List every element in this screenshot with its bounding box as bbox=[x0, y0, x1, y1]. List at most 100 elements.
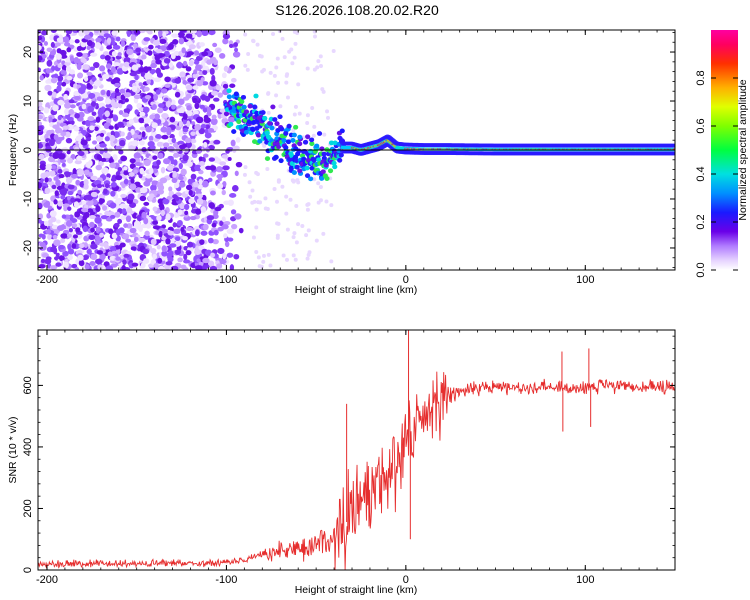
noise-cell bbox=[110, 181, 117, 188]
noise-cell bbox=[171, 137, 177, 143]
noise-cell bbox=[39, 163, 47, 171]
noise-cell bbox=[65, 176, 73, 184]
noise-cell bbox=[190, 173, 197, 180]
track-cell bbox=[316, 157, 322, 163]
noise-cell bbox=[187, 178, 193, 185]
track-cell bbox=[270, 104, 276, 110]
noise-cell bbox=[64, 131, 71, 138]
track-cell bbox=[279, 126, 285, 132]
track-cell bbox=[254, 110, 260, 116]
noise-cell bbox=[111, 174, 117, 182]
noise-cell bbox=[87, 208, 94, 213]
noise-cell bbox=[67, 184, 75, 190]
noise-cell bbox=[282, 55, 287, 60]
noise-cell bbox=[78, 133, 83, 140]
noise-cell bbox=[132, 212, 139, 219]
noise-cell bbox=[193, 69, 198, 75]
noise-cell bbox=[201, 51, 209, 57]
noise-cell bbox=[60, 233, 68, 239]
track-cell bbox=[264, 130, 270, 136]
noise-cell bbox=[56, 225, 65, 231]
noise-cell bbox=[81, 53, 88, 59]
noise-cell bbox=[82, 215, 88, 220]
track-cell bbox=[671, 143, 675, 148]
noise-cell bbox=[329, 203, 334, 208]
track-cell bbox=[273, 154, 279, 160]
noise-cell bbox=[61, 81, 67, 87]
noise-cell bbox=[103, 33, 111, 38]
noise-cell bbox=[105, 103, 113, 108]
noise-cell bbox=[246, 51, 251, 56]
noise-cell bbox=[224, 241, 230, 248]
noise-cell bbox=[157, 198, 165, 205]
track-cell bbox=[309, 141, 315, 147]
snr-ylabel: SNR (10 * v/v) bbox=[7, 416, 19, 483]
noise-cell bbox=[99, 232, 105, 238]
noise-cell bbox=[131, 85, 138, 92]
noise-cell bbox=[176, 62, 183, 69]
noise-cell bbox=[74, 146, 80, 153]
noise-cell bbox=[38, 101, 43, 107]
noise-cell bbox=[276, 178, 281, 183]
colorbar-ticks: 0.0 0.2 0.4 0.6 0.8 bbox=[695, 70, 738, 278]
noise-cell bbox=[206, 215, 215, 221]
noise-cell bbox=[111, 50, 117, 57]
noise-cell bbox=[151, 180, 158, 186]
noise-cell bbox=[211, 222, 217, 228]
track-cell bbox=[286, 123, 292, 129]
noise-cell bbox=[90, 227, 95, 233]
track-cell bbox=[239, 99, 245, 105]
noise-cell bbox=[196, 30, 203, 38]
noise-cell bbox=[143, 37, 151, 42]
noise-cell bbox=[143, 159, 151, 167]
noise-cell bbox=[151, 168, 159, 174]
noise-cell bbox=[243, 32, 248, 37]
noise-cell bbox=[112, 154, 118, 162]
noise-cell bbox=[209, 165, 217, 171]
y-tick-label: 600 bbox=[22, 376, 34, 394]
noise-cell bbox=[166, 165, 175, 171]
noise-cell bbox=[81, 93, 89, 99]
noise-cell bbox=[94, 216, 102, 224]
noise-cell bbox=[88, 92, 96, 99]
noise-cell bbox=[256, 255, 261, 260]
noise-cell bbox=[140, 262, 146, 269]
x-tick-label: -100 bbox=[215, 274, 237, 286]
noise-cell bbox=[145, 174, 152, 179]
noise-cell bbox=[53, 239, 61, 247]
noise-cell bbox=[48, 139, 55, 147]
noise-cell bbox=[212, 239, 219, 245]
noise-cell bbox=[191, 33, 197, 38]
noise-cell bbox=[85, 161, 92, 168]
noise-cell bbox=[300, 223, 305, 228]
track-cell bbox=[277, 114, 283, 120]
noise-cell bbox=[229, 264, 235, 270]
noise-cell bbox=[43, 41, 49, 46]
noise-cell bbox=[199, 42, 205, 47]
noise-cell bbox=[179, 30, 187, 33]
noise-cell bbox=[243, 165, 248, 170]
noise-cell bbox=[84, 263, 90, 270]
noise-cell bbox=[294, 240, 299, 245]
noise-cell bbox=[118, 103, 123, 109]
noise-cell bbox=[190, 138, 197, 144]
track-cell bbox=[293, 158, 300, 163]
noise-cell bbox=[113, 222, 120, 228]
noise-cell bbox=[58, 152, 66, 160]
noise-cell bbox=[196, 198, 204, 205]
noise-cell bbox=[73, 57, 80, 64]
noise-cell bbox=[117, 218, 123, 224]
noise-cell bbox=[235, 161, 243, 168]
noise-cell bbox=[44, 177, 49, 183]
noise-cell bbox=[160, 166, 166, 174]
noise-cell bbox=[108, 125, 114, 130]
track-cell bbox=[305, 134, 311, 140]
track-cell bbox=[278, 158, 284, 164]
noise-cell bbox=[77, 189, 83, 195]
noise-cell bbox=[75, 179, 81, 186]
noise-cell bbox=[258, 200, 263, 205]
noise-cell bbox=[133, 94, 141, 100]
noise-cell bbox=[50, 41, 55, 48]
noise-cell bbox=[106, 132, 112, 138]
noise-cell bbox=[139, 187, 148, 194]
